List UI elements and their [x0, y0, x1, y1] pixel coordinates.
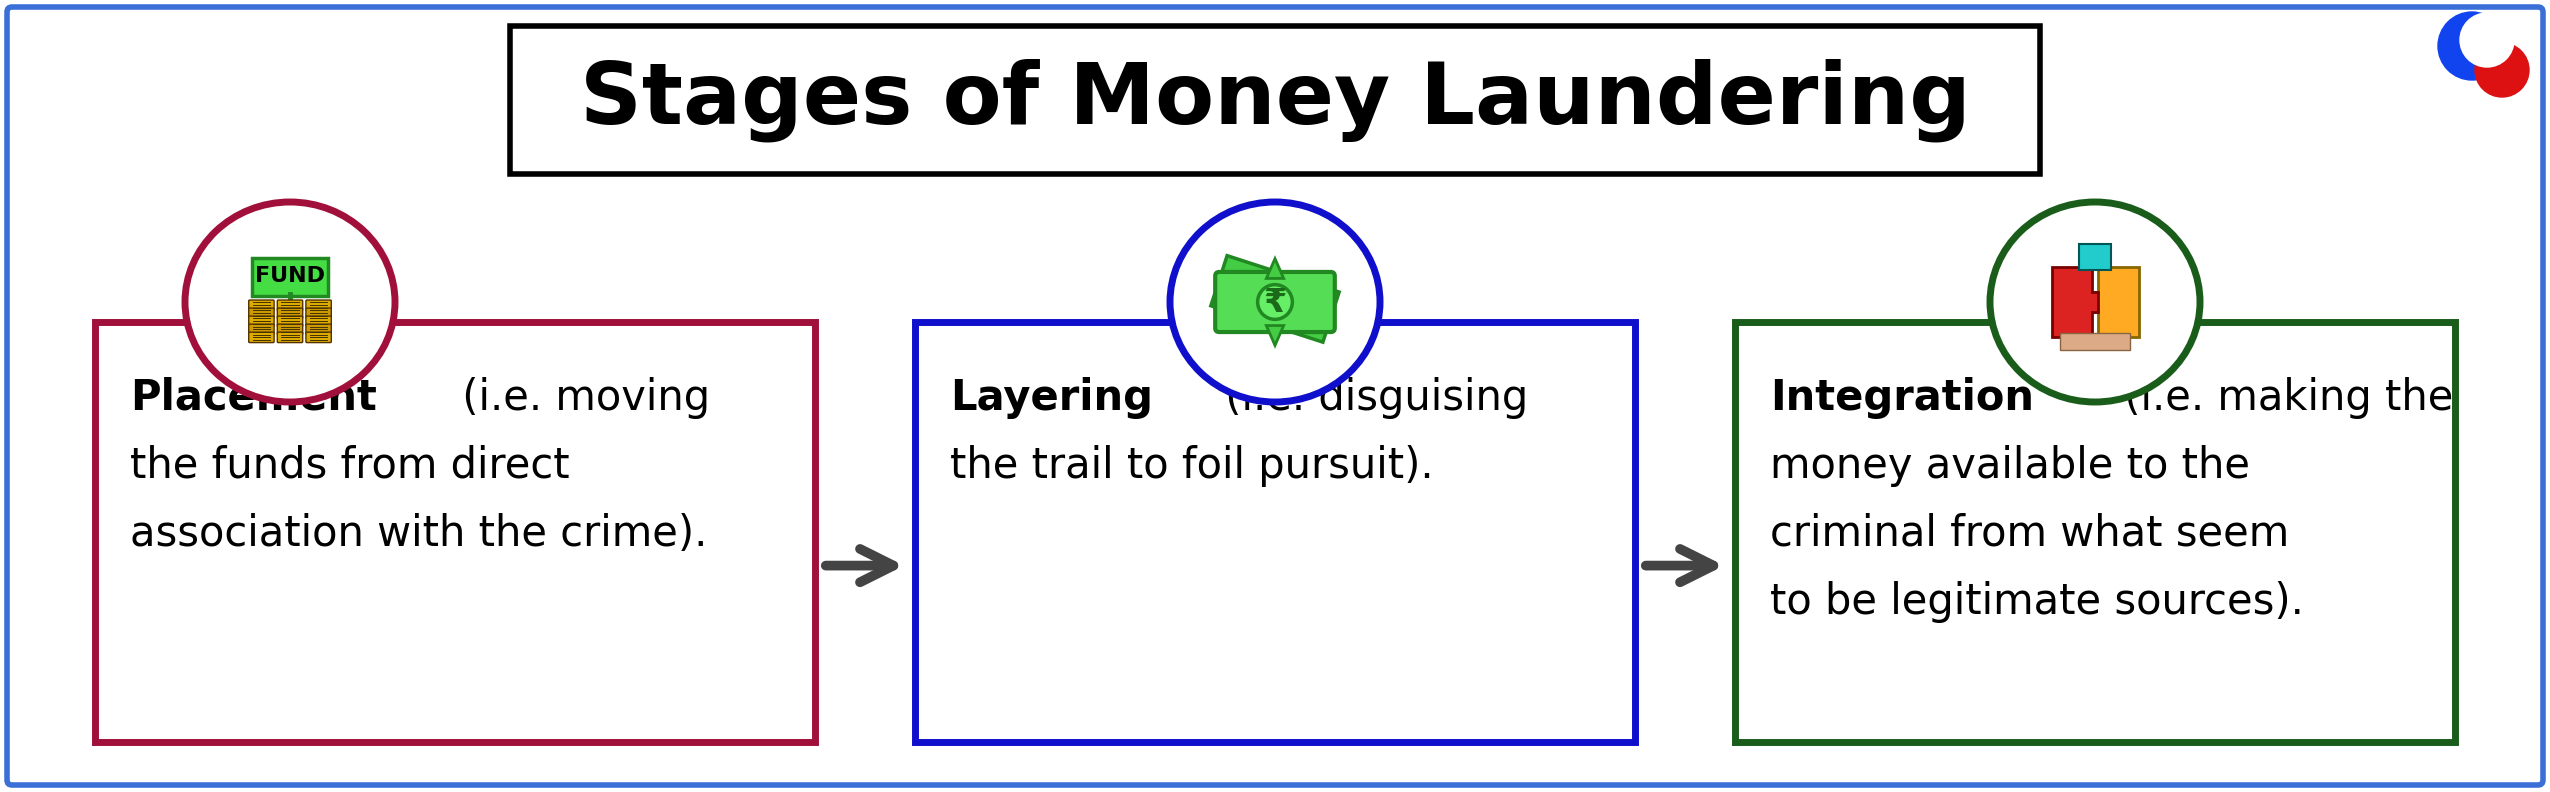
Text: Placement: Placement — [130, 377, 377, 419]
Text: Layering: Layering — [951, 377, 1153, 419]
Text: the trail to foil pursuit).: the trail to foil pursuit). — [951, 445, 1433, 487]
FancyBboxPatch shape — [915, 322, 1635, 742]
Text: the funds from direct: the funds from direct — [130, 445, 569, 487]
FancyBboxPatch shape — [278, 316, 303, 326]
FancyBboxPatch shape — [278, 324, 303, 334]
Circle shape — [2476, 43, 2530, 97]
Ellipse shape — [186, 202, 395, 402]
Text: FUND: FUND — [255, 266, 324, 286]
FancyBboxPatch shape — [1734, 322, 2456, 742]
Polygon shape — [2053, 267, 2099, 337]
FancyBboxPatch shape — [250, 308, 273, 318]
Polygon shape — [1211, 256, 1339, 342]
Text: ₹: ₹ — [1262, 285, 1288, 318]
FancyBboxPatch shape — [278, 300, 303, 310]
Bar — [2078, 244, 2111, 270]
Polygon shape — [1267, 326, 1283, 345]
Circle shape — [1257, 284, 1293, 319]
FancyBboxPatch shape — [306, 324, 332, 334]
Bar — [2060, 333, 2129, 349]
Text: Integration: Integration — [1770, 377, 2035, 419]
Text: (i.e. making the: (i.e. making the — [2111, 377, 2453, 419]
FancyBboxPatch shape — [250, 316, 273, 326]
FancyBboxPatch shape — [306, 332, 332, 343]
FancyBboxPatch shape — [94, 322, 816, 742]
FancyBboxPatch shape — [278, 308, 303, 318]
FancyBboxPatch shape — [278, 332, 303, 343]
FancyBboxPatch shape — [510, 26, 2040, 174]
Circle shape — [2461, 13, 2514, 67]
Text: to be legitimate sources).: to be legitimate sources). — [1770, 581, 2303, 623]
Circle shape — [2438, 12, 2507, 80]
Circle shape — [2494, 42, 2535, 82]
Text: (i.e. moving: (i.e. moving — [449, 377, 709, 419]
FancyBboxPatch shape — [306, 308, 332, 318]
Text: money available to the: money available to the — [1770, 445, 2249, 487]
FancyBboxPatch shape — [252, 258, 329, 296]
FancyBboxPatch shape — [250, 332, 273, 343]
Text: (i.e. disguising: (i.e. disguising — [1211, 377, 1527, 419]
FancyBboxPatch shape — [1216, 272, 1334, 332]
FancyBboxPatch shape — [250, 300, 273, 310]
Text: criminal from what seem: criminal from what seem — [1770, 513, 2290, 555]
Ellipse shape — [1170, 202, 1380, 402]
Text: association with the crime).: association with the crime). — [130, 513, 706, 555]
Text: Stages of Money Laundering: Stages of Money Laundering — [579, 59, 1971, 142]
Ellipse shape — [1989, 202, 2201, 402]
Polygon shape — [2091, 267, 2139, 337]
FancyBboxPatch shape — [306, 316, 332, 326]
FancyBboxPatch shape — [306, 300, 332, 310]
Polygon shape — [1267, 259, 1283, 279]
FancyBboxPatch shape — [250, 324, 273, 334]
